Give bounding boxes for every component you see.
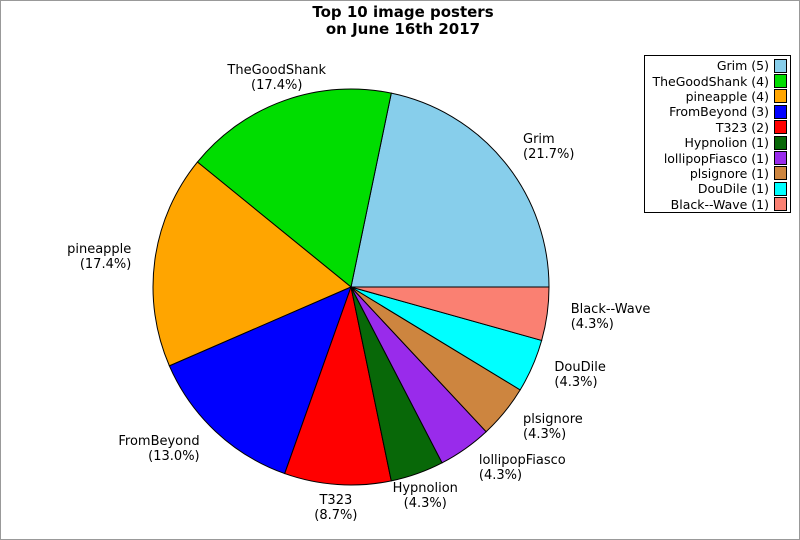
pie-slice-thegoodshank xyxy=(196,88,392,288)
slice-label-pineapple: pineapple (17.4%) xyxy=(67,242,131,272)
pie-slice-frombeyond xyxy=(168,286,352,475)
slice-label-percent: (21.7%) xyxy=(523,147,575,163)
legend-item-label: T323 (2) xyxy=(715,119,769,135)
slice-label-t323: T323 (8.7%) xyxy=(314,493,357,523)
slice-label-thegoodshank: TheGoodShank (17.4%) xyxy=(227,63,326,93)
legend-item-label: Black--Wave (1) xyxy=(670,196,769,212)
slice-label-black-wave: Black--Wave (4.3%) xyxy=(571,302,651,332)
slice-label-percent: (17.4%) xyxy=(79,256,132,272)
legend-swatch xyxy=(774,135,787,150)
legend-swatch xyxy=(774,89,787,104)
legend-item-frombeyond: FromBeyond (3) xyxy=(647,104,787,119)
slice-label-percent: (4.3%) xyxy=(478,468,523,484)
slice-label-name: FromBeyond xyxy=(118,434,200,450)
legend-swatch xyxy=(774,120,787,135)
pie-slice-pineapple xyxy=(152,161,352,367)
legend-item-hypnolion: Hypnolion (1) xyxy=(647,135,787,150)
slice-label-name: Grim xyxy=(523,132,555,148)
slice-label-name: Hypnolion xyxy=(392,480,458,496)
legend: Grim (5) TheGoodShank (4) pineapple (4) Fro… xyxy=(644,55,791,213)
pie-slice-t323 xyxy=(284,285,392,486)
legend-swatch xyxy=(774,166,787,181)
legend-item-pineapple: pineapple (4) xyxy=(647,89,787,104)
legend-item-doudile: DouDile (1) xyxy=(647,181,787,196)
legend-item-label: TheGoodShank (4) xyxy=(652,73,769,89)
slice-label-frombeyond: FromBeyond (13.0%) xyxy=(118,434,199,464)
legend-swatch xyxy=(774,151,787,166)
chart-title-line2: on June 16th 2017 xyxy=(325,20,481,38)
legend-item-thegoodshank: TheGoodShank (4) xyxy=(647,73,787,89)
legend-item-plsignore: plsignore (1) xyxy=(647,166,787,181)
legend-swatch xyxy=(774,197,787,212)
slice-label-name: TheGoodShank xyxy=(227,63,327,79)
slice-label-percent: (4.3%) xyxy=(523,426,567,442)
legend-item-lollipopfiasco: lollipopFiasco (1) xyxy=(647,150,787,166)
slice-label-grim: Grim (21.7%) xyxy=(523,132,574,162)
slice-label-name: plsignore xyxy=(523,411,583,427)
legend-item-label: FromBeyond (3) xyxy=(669,104,769,120)
legend-item-label: Hypnolion (1) xyxy=(684,135,770,151)
legend-swatch xyxy=(774,58,787,73)
legend-swatch xyxy=(774,181,787,196)
slice-label-doudile: DouDile (4.3%) xyxy=(554,360,605,390)
slice-label-hypnolion: Hypnolion (4.3%) xyxy=(393,481,458,511)
chart-title-line1: Top 10 image posters xyxy=(312,3,494,21)
legend-item-label: Grim (5) xyxy=(716,58,769,74)
slice-label-percent: (8.7%) xyxy=(314,508,358,524)
slice-label-percent: (13.0%) xyxy=(148,449,200,465)
slice-label-percent: (4.3%) xyxy=(403,495,447,511)
legend-item-black-wave: Black--Wave (1) xyxy=(647,197,787,212)
pie-slice-grim xyxy=(350,92,550,288)
legend-item-t323: T323 (2) xyxy=(647,120,787,135)
slice-label-lollipopfiasco: lollipopFiasco (4.3%) xyxy=(479,453,566,483)
legend-item-label: pineapple (4) xyxy=(685,88,769,104)
chart-title: Top 10 image posters on June 16th 2017 xyxy=(312,4,493,38)
slice-label-name: lollipopFiasco xyxy=(478,453,566,469)
legend-item-label: plsignore (1) xyxy=(689,165,769,181)
slice-label-percent: (17.4%) xyxy=(251,78,303,94)
slice-label-plsignore: plsignore (4.3%) xyxy=(523,412,583,442)
slice-label-percent: (4.3%) xyxy=(554,375,598,391)
slice-label-name: pineapple xyxy=(67,241,132,257)
legend-item-grim: Grim (5) xyxy=(647,58,787,73)
legend-item-label: DouDile (1) xyxy=(697,181,769,197)
legend-swatch xyxy=(774,74,787,89)
slice-label-name: T323 xyxy=(319,493,353,509)
legend-swatch xyxy=(774,104,787,119)
pie-slice-black-wave xyxy=(350,286,550,342)
slice-label-percent: (4.3%) xyxy=(570,317,614,333)
slice-label-name: Black--Wave xyxy=(570,302,651,318)
slice-label-name: DouDile xyxy=(554,360,606,376)
legend-item-label: lollipopFiasco (1) xyxy=(663,150,769,166)
